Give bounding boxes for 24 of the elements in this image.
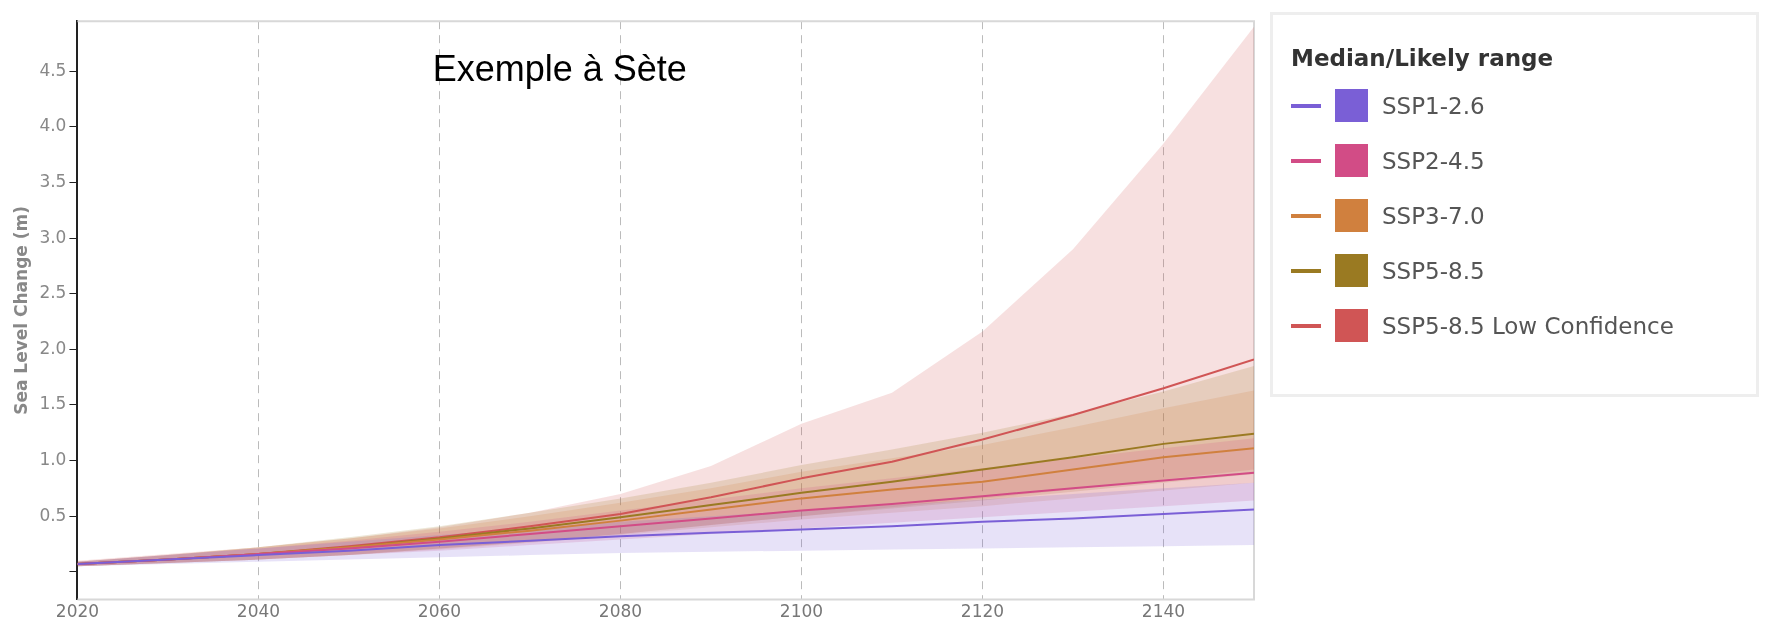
legend-label: SSP1-2.6 bbox=[1382, 92, 1485, 119]
text: Exemple à Sète bbox=[432, 48, 687, 90]
y-tick-label: 4.5 bbox=[39, 59, 67, 80]
x-tick-label: 2020 bbox=[55, 601, 100, 622]
legend-label: SSP5-8.5 bbox=[1382, 257, 1485, 284]
y-tick-label: 3.5 bbox=[39, 170, 67, 191]
legend-label: SSP2-4.5 bbox=[1382, 147, 1485, 174]
y-tick-label: 3.0 bbox=[39, 226, 67, 247]
y-tick-label: 2.0 bbox=[39, 337, 67, 358]
y-tick-label: 4.0 bbox=[39, 115, 67, 136]
x-tick-label: 2100 bbox=[779, 601, 824, 622]
legend-title: Median/Likely range bbox=[1291, 45, 1555, 71]
legend-label: SSP3-7.0 bbox=[1382, 202, 1485, 229]
x-tick-label: 2060 bbox=[417, 601, 462, 622]
x-tick-label: 2080 bbox=[598, 601, 643, 622]
x-tick-label: 2140 bbox=[1141, 601, 1186, 622]
y-axis-title: Sea Level Change (m) bbox=[10, 205, 31, 415]
y-tick-label: 1.5 bbox=[39, 393, 67, 414]
y-tick-label: 0.5 bbox=[39, 504, 67, 525]
x-tick-label: 2120 bbox=[960, 601, 1005, 622]
x-tick-label: 2040 bbox=[236, 601, 281, 622]
legend-label: SSP5-8.5 Low Confidence bbox=[1382, 312, 1674, 339]
y-tick-label: 1.0 bbox=[39, 448, 67, 469]
y-tick-label: 2.5 bbox=[39, 282, 67, 303]
